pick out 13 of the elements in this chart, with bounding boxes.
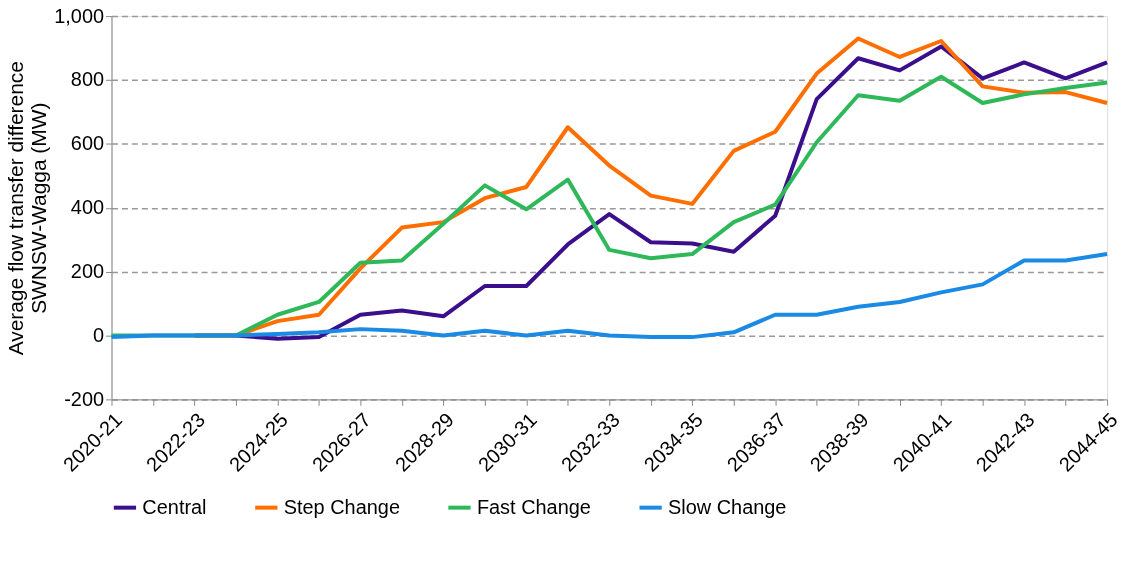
- legend-label: Central: [142, 495, 207, 518]
- y-tick-label: 0: [92, 323, 105, 346]
- y-tick-label: 1,000: [54, 4, 105, 27]
- y-tick-label: 200: [70, 260, 105, 283]
- legend-label: Step Change: [283, 495, 400, 518]
- line-series: [109, 252, 1110, 340]
- legend-label: Slow Change: [668, 495, 787, 518]
- y-tick-label: 800: [70, 68, 105, 91]
- y-tick-label: -200: [64, 387, 105, 410]
- y-tick-label: 600: [70, 132, 105, 155]
- y-tick-label: 400: [70, 196, 105, 219]
- legend-label: Fast Change: [476, 495, 591, 518]
- y-axis-title: Average flow transfer difference SWNSW-Wagga (MW): [4, 61, 51, 356]
